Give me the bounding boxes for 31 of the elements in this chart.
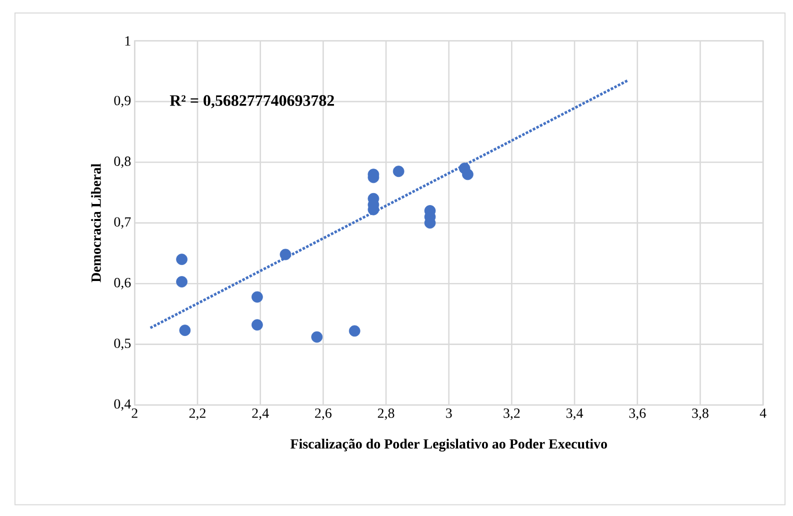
y-axis-title: Democracia Liberal [91, 164, 101, 282]
point [280, 248, 292, 260]
point [179, 324, 191, 336]
x-tick-label: 2 [132, 408, 138, 418]
y-tick-label: 0,4 [114, 399, 131, 411]
point [311, 331, 323, 343]
x-tick-label: 2,8 [378, 408, 394, 420]
x-tick-label: 3,4 [566, 408, 584, 420]
x-tick-label: 2,4 [252, 408, 269, 420]
point [176, 254, 188, 266]
x-tick-label: 3,6 [629, 408, 646, 420]
point [176, 276, 188, 288]
y-tick-label: 0,6 [114, 278, 131, 290]
y-tick-label: 0,8 [114, 156, 131, 168]
point [462, 168, 474, 180]
x-tick-label: 2,6 [315, 408, 332, 420]
point [392, 166, 404, 178]
x-tick-label: 2,2 [189, 408, 206, 420]
point [252, 319, 263, 331]
x-tick-label: 3,2 [504, 408, 520, 420]
x-tick-label: 3 [446, 408, 452, 418]
y-tick-label: 0,5 [114, 338, 131, 350]
x-tick-label: 3,8 [692, 408, 708, 420]
x-tick-label: 4 [760, 408, 766, 418]
y-tick-label: 0,9 [114, 96, 131, 108]
x-axis-title: Fiscalização do Poder Legislativo ao Poder Executivo [290, 438, 607, 452]
point [348, 325, 360, 337]
annotation: R² = 0,568277740693782 [170, 95, 334, 108]
point [252, 291, 263, 303]
y-tick-label: 0,7 [114, 217, 131, 229]
y-tick-label: 1 [125, 36, 130, 46]
